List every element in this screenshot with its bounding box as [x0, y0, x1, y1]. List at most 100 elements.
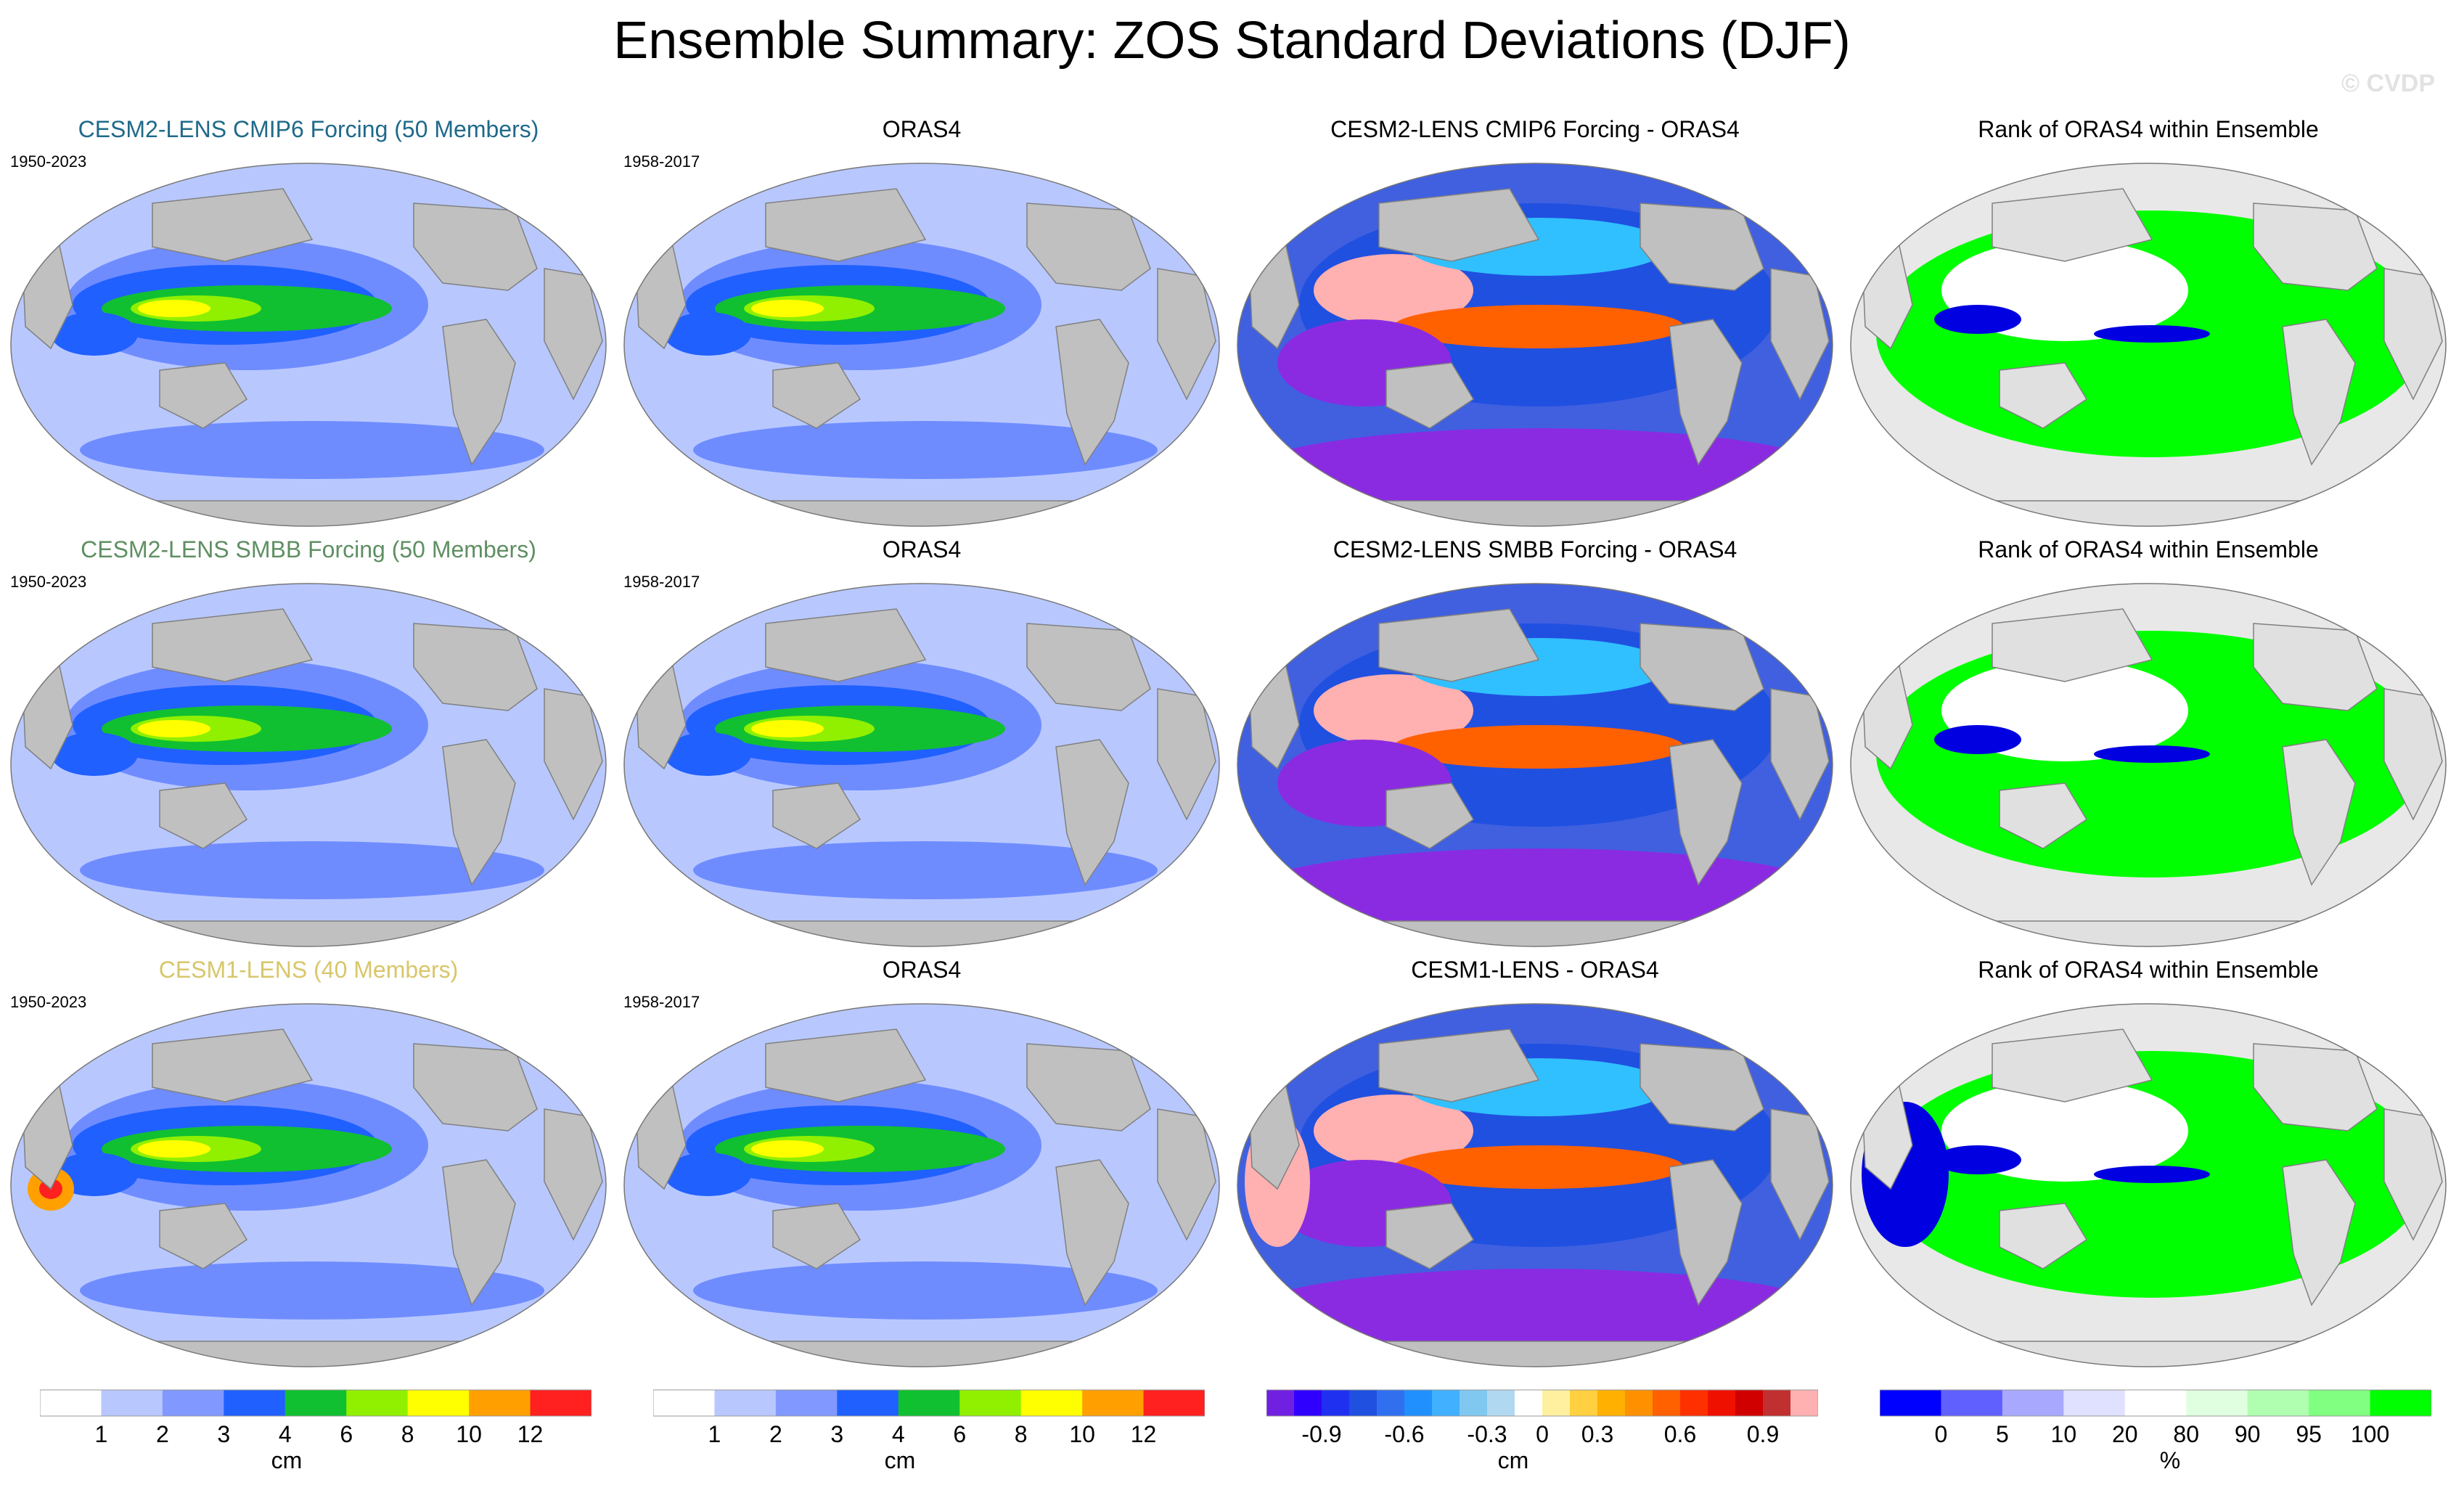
colorbar-swatch	[407, 1390, 470, 1416]
colorbar-swatch	[224, 1390, 286, 1416]
map-outline	[1237, 1003, 1833, 1367]
colorbar-difference: -0.9 -0.6 -0.3 0 0.3 0.6 0.9 cm	[1266, 1383, 1819, 1477]
colorbar-tick-label: 90	[2235, 1421, 2261, 1447]
colorbar-swatch	[2063, 1390, 2126, 1416]
panel-title: Rank of ORAS4 within Ensemble	[1978, 957, 2319, 983]
colorbar-tick-label: 10	[1069, 1421, 1095, 1447]
land-2	[152, 608, 314, 682]
southern-ocean	[693, 1261, 1158, 1320]
colorbar-tick-label: 10	[456, 1421, 482, 1447]
panel-title: CESM1-LENS (40 Members)	[158, 957, 459, 983]
colorbar-swatch	[346, 1390, 409, 1416]
land-5	[1770, 268, 1830, 401]
colorbar-swatch	[714, 1390, 777, 1416]
diff-positive-west	[1314, 1095, 1473, 1167]
land-3	[772, 362, 861, 429]
colorbar-swatch	[1653, 1390, 1681, 1416]
land-6	[11, 920, 606, 946]
map-outline	[1237, 583, 1833, 947]
panel-period: 1958-2017	[623, 993, 700, 1011]
colorbar-swatch	[1294, 1390, 1322, 1416]
colorbar-swatch	[1542, 1390, 1571, 1416]
land-1	[1669, 319, 1743, 466]
land-5	[2383, 268, 2443, 401]
panel-row3-model: CESM1-LENS (40 Members) 1950-2023	[7, 955, 610, 1376]
indian-ocean-high	[51, 732, 138, 776]
land-2	[152, 1028, 314, 1102]
land-3	[1999, 362, 2088, 429]
land-3	[1386, 362, 1475, 429]
land-6	[11, 500, 606, 526]
map-outline	[10, 163, 607, 527]
panel-row2-obs: ORAS4 1958-2017	[621, 535, 1223, 956]
colorbar-tick-label: 8	[401, 1421, 414, 1447]
land-6	[624, 920, 1219, 946]
colorbar-tick-label: 12	[517, 1421, 544, 1447]
colorbar-swatch	[1020, 1390, 1083, 1416]
land-2	[1378, 188, 1540, 262]
colorbar-swatch	[1082, 1390, 1145, 1416]
land-1	[1055, 739, 1129, 886]
colorbar-swatch	[40, 1390, 102, 1416]
panel-title: CESM1-LENS - ORAS4	[1411, 957, 1659, 983]
panel-title: ORAS4	[882, 957, 962, 983]
land-1	[442, 739, 516, 886]
panel-row1-obs: ORAS4 1958-2017	[621, 115, 1223, 536]
figure-title: Ensemble Summary: ZOS Standard Deviation…	[613, 12, 1851, 70]
indian-ocean-high	[664, 312, 751, 356]
colorbar-tick-label: 2	[769, 1421, 782, 1447]
colorbar-swatch	[2370, 1390, 2432, 1416]
panel-row2-model: CESM2-LENS SMBB Forcing (50 Members) 1950…	[7, 535, 610, 956]
colorbar-tick-label: 100	[2351, 1421, 2389, 1447]
land-6	[1237, 920, 1833, 946]
colorbar-stddev-2: 1 2 3 4 6 8 10 12 cm	[652, 1383, 1206, 1477]
land-5	[1157, 688, 1216, 821]
map-diff	[1234, 1000, 1836, 1378]
colorbar-tick-label: 6	[340, 1421, 353, 1447]
panel-period: 1958-2017	[623, 573, 700, 591]
colorbar-tick-label: 5	[1996, 1421, 2009, 1447]
land-1	[2282, 1159, 2356, 1306]
rank-blue-equator	[2094, 1166, 2210, 1183]
colorbar-swatch	[2002, 1390, 2064, 1416]
map-outline	[623, 583, 1220, 947]
land-6	[11, 1341, 606, 1367]
colorbar-tick-label: 0.6	[1664, 1421, 1696, 1447]
land-3	[159, 1203, 248, 1269]
land-3	[772, 1203, 861, 1269]
panel-period: 1950-2023	[10, 993, 87, 1011]
land-5	[544, 1108, 603, 1241]
land-2	[1378, 1028, 1540, 1102]
land-2	[765, 1028, 927, 1102]
colorbar-swatch	[653, 1390, 715, 1416]
colorbar-tick-label: 0.9	[1747, 1421, 1779, 1447]
land-3	[1999, 782, 2088, 849]
map-outline	[1850, 163, 2447, 527]
panel-row3-obs: ORAS4 1958-2017	[621, 955, 1223, 1376]
colorbar-unit: %	[2160, 1447, 2180, 1473]
colorbar-tick-label: 8	[1015, 1421, 1028, 1447]
land-3	[159, 782, 248, 849]
colorbar-swatch	[1349, 1390, 1378, 1416]
panel-title: CESM2-LENS SMBB Forcing - ORAS4	[1333, 536, 1738, 562]
colorbar-swatch	[837, 1390, 899, 1416]
colorbar-swatch	[1880, 1390, 1941, 1416]
colorbar-tick-label: 0	[1935, 1421, 1948, 1447]
colorbar-swatch	[1432, 1390, 1460, 1416]
map-model	[7, 160, 610, 537]
land-6	[624, 1341, 1219, 1367]
map-outline	[1237, 163, 1833, 527]
colorbar-swatch	[775, 1390, 838, 1416]
panel-row2-rank: Rank of ORAS4 within Ensemble	[1847, 535, 2449, 956]
colorbar-tick-label: 0.3	[1581, 1421, 1613, 1447]
colorbar-tick-label: 1	[708, 1421, 721, 1447]
colorbar-swatch	[101, 1390, 163, 1416]
panel-period: 1958-2017	[623, 152, 700, 171]
colorbar-tick-label: -0.9	[1301, 1421, 1341, 1447]
colorbar-swatch	[1322, 1390, 1350, 1416]
diff-positive-west	[1314, 254, 1473, 327]
panel-row1-model: CESM2-LENS CMIP6 Forcing (50 Members) 195…	[7, 115, 610, 536]
warm-pool-core	[751, 1140, 824, 1158]
indian-ocean-high	[664, 732, 751, 776]
colorbar-swatch	[1790, 1390, 1819, 1416]
